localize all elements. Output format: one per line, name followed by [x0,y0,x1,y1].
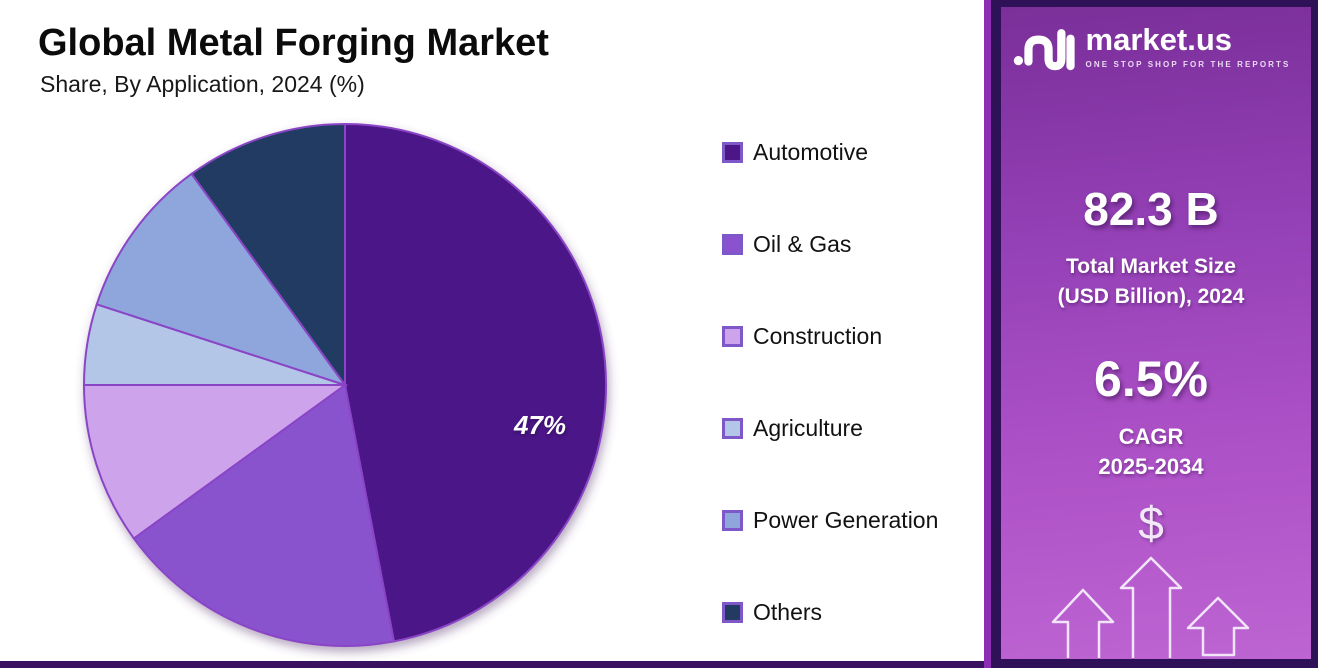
pie-svg [82,122,608,647]
legend-item-power-generation: Power Generation [722,505,938,535]
legend-swatch [722,233,743,255]
legend-swatch [722,325,743,347]
cagr-label-line2: 2025-2034 [1098,453,1204,479]
legend-item-oil-gas: Oil & Gas [722,229,938,259]
cagr-label: CAGR 2025-2034 [984,422,1318,481]
market-size-label: Total Market Size (USD Billion), 2024 [984,252,1318,313]
brand-logo-text: market.us ONE STOP SHOP FOR THE REPORTS [1086,24,1291,69]
legend-item-construction: Construction [722,321,938,351]
legend-label: Oil & Gas [753,230,852,257]
marketus-logo-icon [1013,29,1075,71]
legend-label: Power Generation [753,506,939,533]
legend-label: Agriculture [753,414,863,441]
brand-tagline: ONE STOP SHOP FOR THE REPORTS [1085,59,1291,69]
pie-slice-power-generation [95,172,348,387]
panel-background [1001,7,1311,659]
market-size-label-line2: (USD Billion), 2024 [1057,285,1245,309]
panel-accent-stripe [984,0,991,668]
page-title: Global Metal Forging Market [38,22,549,64]
cagr-label-line1: CAGR [1118,424,1184,449]
pie-chart: 47% [78,118,612,652]
brand-panel: market.us ONE STOP SHOP FOR THE REPORTS … [984,0,1318,668]
cagr-value: 6.5% [1094,351,1208,407]
legend-item-agriculture: Agriculture [722,413,938,443]
brand-logo: market.us ONE STOP SHOP FOR THE REPORTS [984,18,1318,74]
legend-swatch [722,509,743,531]
pie-slice-oil-gas [132,383,396,647]
legend-label: Construction [753,322,883,349]
pie-slice-automotive [344,122,608,643]
page-subtitle: Share, By Application, 2024 (%) [40,71,365,97]
legend-label: Others [753,598,823,625]
legend-label: Automotive [753,138,869,165]
growth-arrows-icon [1051,556,1250,658]
legend-item-automotive: Automotive [722,137,938,167]
pie-slice-others [190,122,346,389]
brand-name: market.us [1085,21,1232,57]
legend: Automotive Oil & Gas Construction Agricultu… [722,137,938,627]
market-size-value: 82.3 B [1083,183,1219,235]
dollar-icon: $ [1138,497,1164,549]
legend-swatch [722,417,743,439]
legend-item-others: Others [722,597,938,627]
bottom-border-bar [0,661,1318,668]
market-size-label-line1: Total Market Size [1066,255,1236,278]
pie-slice-construction [82,384,349,540]
legend-swatch [722,601,743,623]
pie-data-label: 47% [514,410,567,440]
legend-swatch [722,141,743,163]
